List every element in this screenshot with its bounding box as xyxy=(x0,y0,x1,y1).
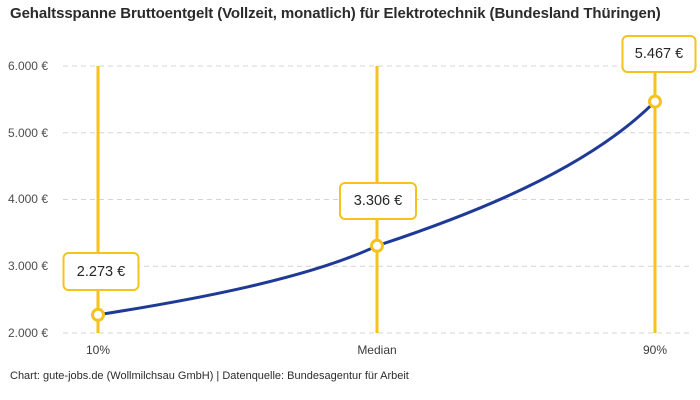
y-axis-tick-3000: 3.000 € xyxy=(7,259,48,273)
data-point-marker xyxy=(370,238,384,253)
value-label-box-10pct: 2.273 € xyxy=(62,252,140,291)
x-axis-tick-median: Median xyxy=(357,343,397,357)
y-axis-tick-5000: 5.000 € xyxy=(7,126,48,140)
y-axis-tick-6000: 6.000 € xyxy=(7,59,48,73)
y-axis-tick-2000: 2.000 € xyxy=(7,326,48,340)
data-point-marker xyxy=(648,94,662,109)
y-axis-tick-4000: 4.000 € xyxy=(7,192,48,206)
chart-credit: Chart: gute-jobs.de (Wollmilchsau GmbH) … xyxy=(10,370,409,382)
data-point-marker xyxy=(91,307,105,322)
chart-title: Gehaltsspanne Bruttoentgelt (Vollzeit, m… xyxy=(10,5,661,22)
value-label-box-90pct: 5.467 € xyxy=(621,35,697,73)
x-axis-tick-10pct: 10% xyxy=(85,343,111,357)
value-label-box-median: 3.306 € xyxy=(339,182,417,220)
x-axis-tick-90pct: 90% xyxy=(642,343,668,357)
